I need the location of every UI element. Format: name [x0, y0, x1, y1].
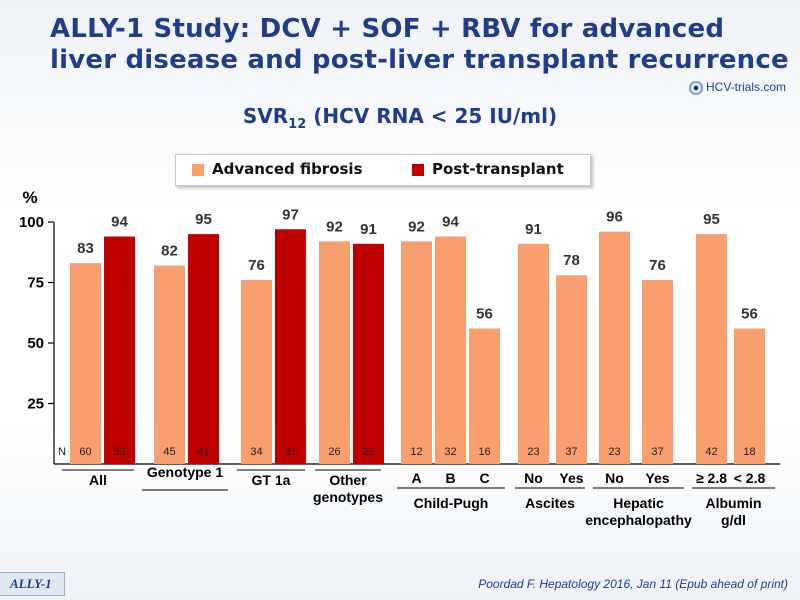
- study-badge: ALLY-1: [0, 572, 65, 596]
- bar-n-label: 18: [743, 446, 755, 458]
- group-label: Genotype 1: [147, 464, 223, 480]
- bar-value-label: 95: [195, 211, 212, 228]
- group-label: Other: [329, 472, 367, 488]
- subtitle-subscript: 12: [288, 117, 307, 132]
- bar-n-label: 37: [651, 446, 663, 458]
- bar-value-label: 92: [326, 218, 343, 235]
- bar: [275, 229, 306, 464]
- category-label: < 2.8: [734, 470, 766, 486]
- citation: Poordad F. Hepatology 2016, Jan 11 (Epub…: [478, 577, 788, 591]
- category-label: No: [605, 470, 624, 486]
- bar-n-label: 37: [565, 446, 577, 458]
- bar: [401, 241, 432, 464]
- group-label: GT 1a: [252, 472, 291, 488]
- bar: [435, 236, 466, 464]
- bar-n-label: 31: [284, 446, 296, 458]
- bar-value-label: 82: [161, 243, 178, 260]
- bar-value-label: 76: [248, 257, 265, 274]
- category-label: No: [524, 470, 543, 486]
- bar-n-label: 23: [527, 446, 539, 458]
- bar-value-label: 56: [476, 305, 493, 322]
- legend-swatch-post-transplant: [412, 164, 424, 176]
- group-label: Ascites: [525, 495, 575, 511]
- bar-value-label: 56: [741, 305, 758, 322]
- bar-value-label: 92: [408, 218, 425, 235]
- bar-value-label: 78: [563, 252, 580, 269]
- bar: [642, 280, 673, 464]
- study-badge-text: ALLY-1: [10, 576, 52, 591]
- bar: [734, 328, 765, 464]
- bar: [104, 236, 135, 464]
- category-label: Yes: [559, 470, 583, 486]
- bar: [353, 243, 384, 464]
- bar-n-label: 42: [705, 446, 717, 458]
- bar: [188, 234, 219, 464]
- bar: [556, 275, 587, 464]
- bar-n-label: 26: [328, 446, 340, 458]
- subtitle-svr: SVR: [242, 104, 289, 128]
- legend-swatch-advanced-fibrosis: [192, 164, 204, 176]
- n-label: N: [58, 446, 66, 458]
- bar-value-label: 97: [282, 206, 299, 223]
- bar-value-label: 83: [77, 240, 94, 257]
- bar: [154, 265, 185, 464]
- hcv-trials-logo: HCV-trials.com: [688, 78, 798, 98]
- category-label: Yes: [645, 470, 669, 486]
- bar-value-label: 94: [442, 214, 459, 231]
- bar-value-label: 95: [703, 211, 720, 228]
- group-label: Child-Pugh: [414, 495, 489, 511]
- y-tick-label: 100: [19, 214, 44, 231]
- bar-value-label: 91: [360, 221, 377, 238]
- bar: [696, 234, 727, 464]
- group-label: Albumin: [706, 495, 762, 511]
- group-label: All: [89, 472, 107, 488]
- y-tick-label: 50: [27, 335, 44, 352]
- bar-n-label: 34: [250, 446, 262, 458]
- logo-text: HCV-trials.com: [706, 80, 787, 94]
- bar: [469, 328, 500, 464]
- logo-icon: [689, 81, 703, 95]
- group-label: genotypes: [313, 489, 383, 505]
- chart-subtitle: SVR12 (HCV RNA < 25 IU/ml): [0, 104, 800, 132]
- bar-n-label: 12: [410, 446, 422, 458]
- bar-n-label: 23: [608, 446, 620, 458]
- chart-legend: Advanced fibrosis Post-transplant: [175, 154, 591, 186]
- bar: [319, 241, 350, 464]
- category-label: C: [479, 470, 489, 486]
- y-tick-label: 75: [27, 275, 44, 292]
- bar-n-label: 45: [163, 446, 175, 458]
- bar-n-label: 22: [362, 446, 374, 458]
- category-label: B: [445, 470, 455, 486]
- bar-n-label: 41: [197, 446, 209, 458]
- subtitle-rest: (HCV RNA < 25 IU/ml): [306, 104, 558, 128]
- bar-value-label: 91: [525, 221, 542, 238]
- group-label: Hepatic: [613, 495, 664, 511]
- category-label: A: [411, 470, 421, 486]
- legend-label-post-transplant: Post-transplant: [432, 160, 564, 178]
- category-label: ≥ 2.8: [696, 470, 727, 486]
- bar-value-label: 96: [606, 209, 623, 226]
- group-label: encephalopathy: [585, 512, 692, 528]
- bar: [599, 231, 630, 464]
- slide-title: ALLY-1 Study: DCV + SOF + RBV for advanc…: [50, 14, 789, 75]
- bar-value-label: 76: [649, 257, 666, 274]
- bar: [70, 263, 101, 464]
- group-label: g/dl: [721, 512, 746, 528]
- bar-n-label: 60: [79, 446, 91, 458]
- bar-value-label: 94: [111, 214, 128, 231]
- bar: [518, 243, 549, 464]
- bar-n-label: 53: [113, 446, 125, 458]
- bar-n-label: 32: [444, 446, 456, 458]
- bar: [241, 280, 272, 464]
- bar-n-label: 16: [478, 446, 490, 458]
- y-axis-label: %: [22, 188, 37, 207]
- legend-label-advanced-fibrosis: Advanced fibrosis: [212, 160, 363, 178]
- y-tick-label: 25: [27, 396, 44, 413]
